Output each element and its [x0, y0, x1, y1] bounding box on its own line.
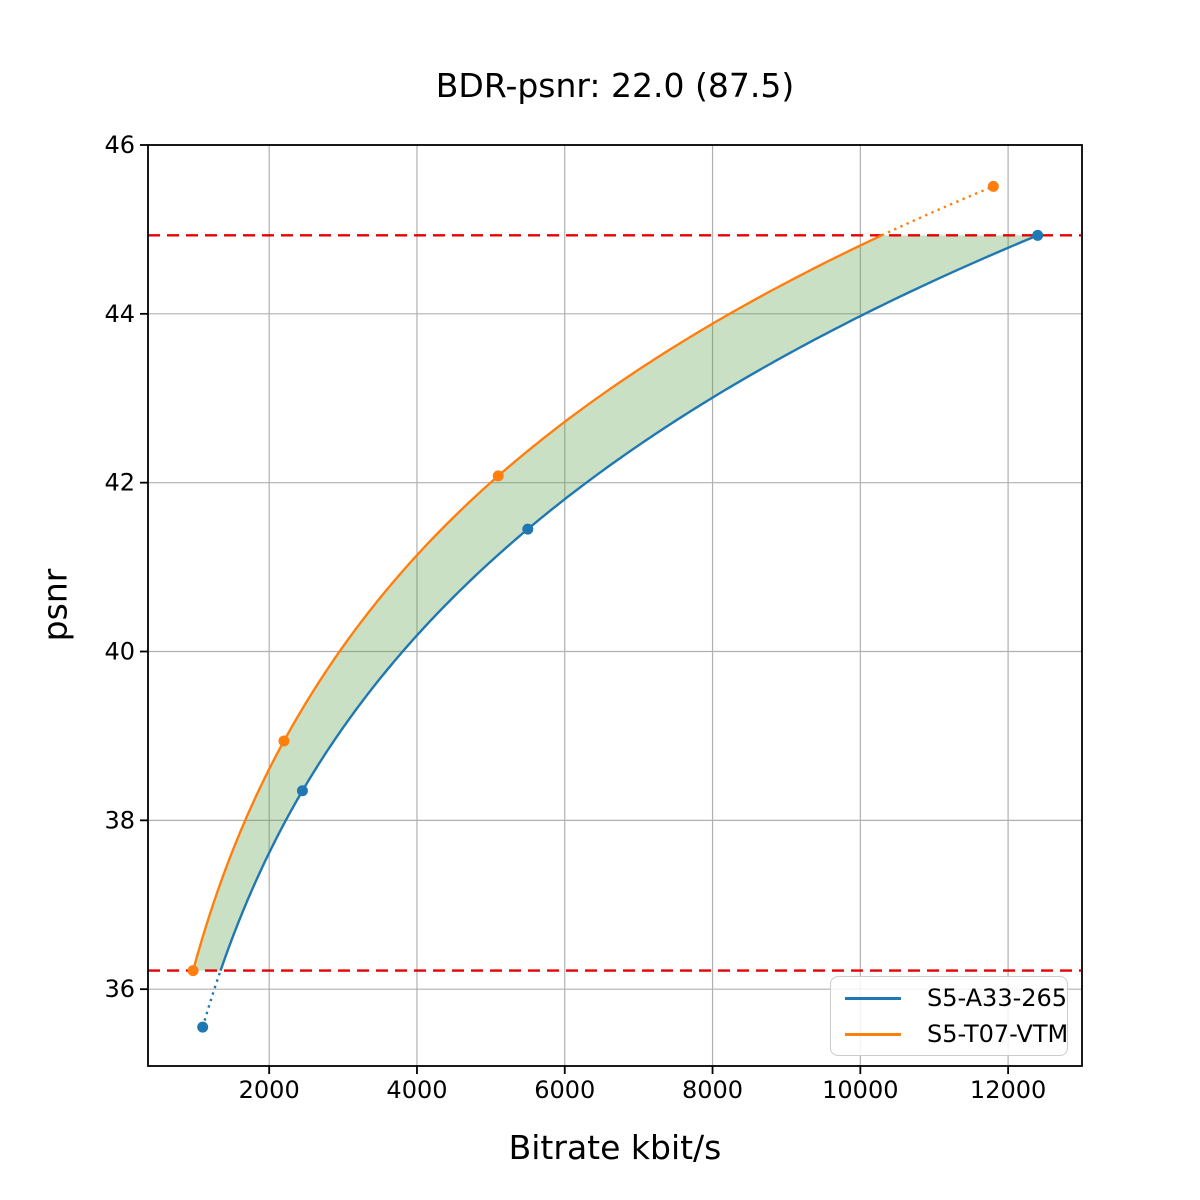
x-tick-label: 6000: [534, 1076, 595, 1104]
chart-title: BDR-psnr: 22.0 (87.5): [435, 66, 795, 105]
legend-entry-s5-t07-vtm: S5-T07-VTM: [845, 1016, 1068, 1052]
y-tick-label: 44: [104, 300, 135, 328]
x-tick-label: 12000: [970, 1076, 1046, 1104]
axes: 2000 4000 6000 8000 10000 12000 36 38 40 42 44 46: [104, 131, 1083, 1104]
data-point-S5-T07-VTM: [492, 470, 504, 482]
x-tick-label: 2000: [239, 1076, 300, 1104]
data-point-S5-A33-265: [296, 785, 308, 797]
bd-overlap-region: [193, 235, 1038, 971]
curve-S5-A33-265: [219, 234, 1039, 971]
y-tick-label: 46: [104, 131, 135, 159]
legend-label: S5-A33-265: [927, 984, 1068, 1012]
curve-S5-T07-VTM: [191, 234, 883, 971]
legend-line-swatch-blue: [845, 996, 901, 1000]
x-tick-label: 10000: [822, 1076, 898, 1104]
data-point-S5-T07-VTM: [987, 180, 999, 192]
overlap-bounds: [148, 234, 1082, 972]
data-point-S5-T07-VTM: [187, 965, 199, 977]
y-tick-label: 38: [104, 806, 135, 834]
curve-S5-A33-265-extrapolated: [201, 970, 222, 1028]
data-point-S5-T07-VTM: [278, 735, 290, 747]
data-point-S5-A33-265: [522, 523, 534, 535]
x-tick-label: 4000: [386, 1076, 447, 1104]
legend-label: S5-T07-VTM: [927, 1020, 1069, 1048]
y-tick-label: 42: [104, 469, 135, 497]
y-tick-label: 36: [104, 975, 135, 1003]
y-tick-label: 40: [104, 638, 135, 666]
x-tick-label: 8000: [682, 1076, 743, 1104]
curve-S5-T07-VTM-extrapolated: [881, 185, 994, 237]
data-point-S5-A33-265: [1032, 229, 1044, 241]
data-point-S5-A33-265: [197, 1021, 209, 1033]
data-point-markers: [187, 180, 1044, 1033]
plot-frame: [147, 144, 1083, 1067]
rd-curves: [191, 185, 1039, 1028]
grid-lines: [148, 144, 1082, 1066]
overlap-band: [193, 235, 1038, 971]
legend: S5-A33-265 S5-T07-VTM: [830, 976, 1068, 1056]
x-axis-label: Bitrate kbit/s: [508, 1128, 722, 1167]
legend-entry-s5-a33-265: S5-A33-265: [845, 980, 1067, 1016]
legend-line-swatch-orange: [845, 1032, 901, 1036]
